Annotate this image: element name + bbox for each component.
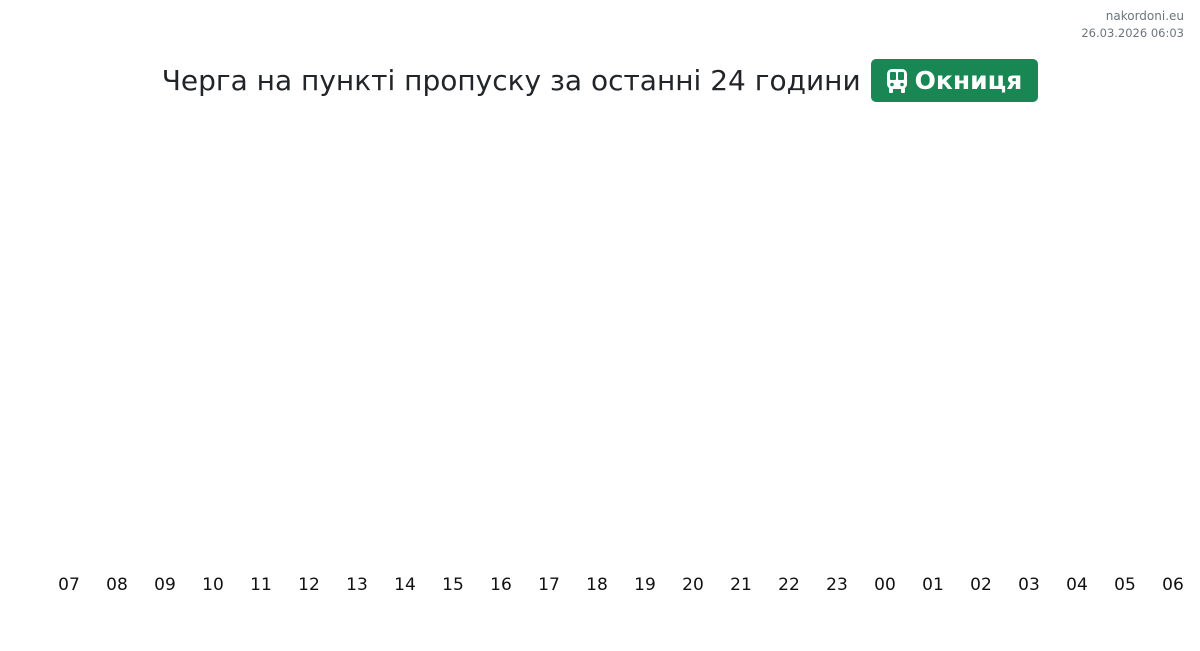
queue-chart: 07 08 09 10 11 12 13 14 15 16 17 18 19 20 21 22 23 00 01 02…	[58, 575, 1184, 595]
x-tick-label: 17	[538, 575, 560, 595]
x-tick-label: 02	[970, 575, 992, 595]
x-tick-label: 18	[586, 575, 608, 595]
x-tick-label: 06	[1162, 575, 1184, 595]
x-tick-label: 10	[202, 575, 224, 595]
page-title: Черга на пункті пропуску за останні 24 г…	[161, 64, 861, 97]
header: Черга на пункті пропуску за останні 24 г…	[0, 59, 1200, 102]
site-name: nakordoni.eu	[1105, 9, 1184, 23]
x-tick-label: 15	[442, 575, 464, 595]
x-tick-label: 20	[682, 575, 704, 595]
x-tick-label: 05	[1114, 575, 1136, 595]
x-tick-label: 09	[154, 575, 176, 595]
x-tick-label: 01	[922, 575, 944, 595]
brand-block: nakordoni.eu 26.03.2026 06:03	[1081, 8, 1184, 42]
checkpoint-badge: Окниця	[870, 59, 1039, 102]
x-tick-label: 11	[250, 575, 272, 595]
bus-icon	[886, 68, 907, 93]
x-tick-label: 21	[730, 575, 752, 595]
x-tick-label: 03	[1018, 575, 1040, 595]
x-tick-label: 16	[490, 575, 512, 595]
x-tick-label: 00	[874, 575, 896, 595]
x-tick-label: 13	[346, 575, 368, 595]
x-tick-label: 19	[634, 575, 656, 595]
x-tick-label: 07	[58, 575, 80, 595]
timestamp: 26.03.2026 06:03	[1081, 26, 1184, 40]
x-tick-label: 22	[778, 575, 800, 595]
x-tick-label: 12	[298, 575, 320, 595]
checkpoint-name: Окниця	[914, 66, 1023, 95]
x-tick-label: 08	[106, 575, 128, 595]
x-tick-label: 04	[1066, 575, 1088, 595]
x-tick-label: 23	[826, 575, 848, 595]
x-tick-label: 14	[394, 575, 416, 595]
